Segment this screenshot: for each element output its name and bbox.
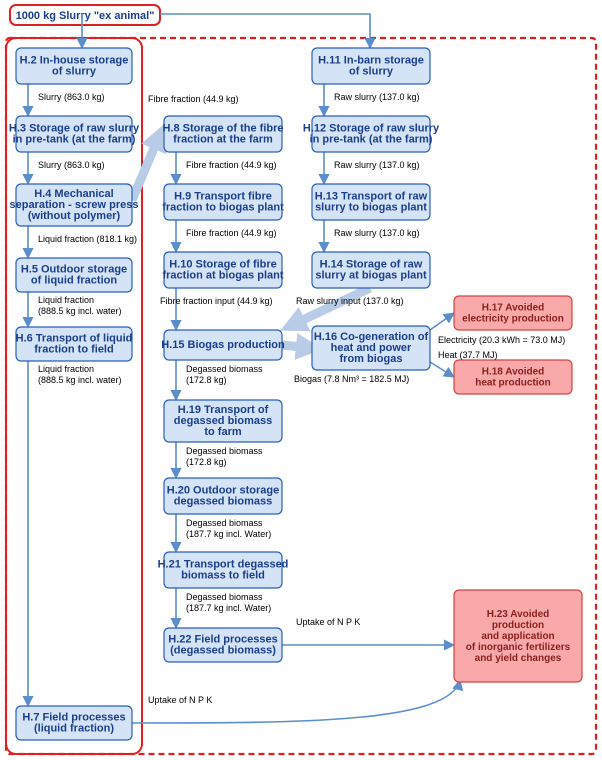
- edge-label-19: Raw slurry (137.0 kg): [334, 92, 420, 102]
- edge-label-14: (172.8 kg): [186, 457, 227, 467]
- node-h3-line1: in pre-tank (at the farm): [13, 134, 136, 146]
- node-h7-line1: (liquid fraction): [34, 723, 114, 735]
- edge-label-27: Uptake of N P K: [148, 695, 212, 705]
- edge-label-9: Fibre fraction (44.9 kg): [186, 228, 277, 238]
- node-h22-line1: (degassed biomass): [170, 645, 276, 657]
- edge-label-15: Degassed biomass: [186, 518, 263, 528]
- edge-label-25: Heat (37.7 MJ): [438, 350, 498, 360]
- node-h11-line1: of slurry: [349, 66, 394, 78]
- node-h8-line1: fraction at the farm: [173, 134, 273, 146]
- edge-label-8: Fibre fraction (44.9 kg): [186, 160, 277, 170]
- big-arrow-2: [282, 345, 312, 348]
- node-h10-line1: fraction at biogas plant: [162, 270, 283, 282]
- node-h21-line1: biomass to field: [181, 570, 265, 582]
- edge-label-7: Fibre fraction (44.9 kg): [148, 94, 239, 104]
- edge-label-12: (172.8 kg): [186, 375, 227, 385]
- edge-label-4: (888.5 kg incl. water): [38, 306, 122, 316]
- title-text: 1000 kg Slurry "ex animal": [16, 10, 155, 22]
- edge-label-11: Degassed biomass: [186, 364, 263, 374]
- node-h6-line1: fraction to field: [34, 344, 113, 356]
- node-h23-line3: of inorganic fertilizers: [466, 642, 571, 653]
- node-h18-line1: heat production: [475, 378, 551, 389]
- node-h14-line1: slurry at biogas plant: [315, 270, 427, 282]
- edge-label-17: Degassed biomass: [186, 592, 263, 602]
- node-h17-line1: electricity production: [462, 314, 564, 325]
- edge-label-26: Uptake of N P K: [296, 617, 360, 627]
- edge-label-10: Fibre fraction input (44.9 kg): [160, 296, 273, 306]
- node-h18-line0: H.18 Avoided: [482, 367, 545, 378]
- edge-label-6: (888.5 kg incl. water): [38, 375, 122, 385]
- node-h5-line1: of liquid fraction: [31, 275, 117, 287]
- edge-label-13: Degassed biomass: [186, 446, 263, 456]
- edge-label-1: Slurry (863.0 kg): [38, 160, 105, 170]
- node-h17-line0: H.17 Avoided: [482, 303, 545, 314]
- node-h9-line1: fraction to biogas plant: [162, 202, 284, 214]
- arrow-15: [430, 313, 454, 330]
- arrow-19: [160, 14, 370, 48]
- edge-label-20: Raw slurry (137.0 kg): [334, 160, 420, 170]
- big-arrow-1: [290, 288, 370, 326]
- node-h15-line0: H.15 Biogas production: [161, 339, 285, 351]
- node-h12-line1: in pre-tank (at the farm): [310, 134, 433, 146]
- arrow-16: [430, 362, 454, 377]
- edge-label-21: Raw slurry (137.0 kg): [334, 228, 420, 238]
- node-h16-line2: from biogas: [340, 353, 403, 365]
- edge-label-23: Biogas (7.8 Nm³ = 182.5 MJ): [294, 374, 409, 384]
- node-h23-line4: and yield changes: [475, 653, 562, 664]
- node-h23-line2: and application: [481, 631, 554, 642]
- edge-label-24: Electricity (20.3 kWh = 73.0 MJ): [438, 335, 565, 345]
- flowchart-canvas: 1000 kg Slurry "ex animal"H.2 In-house s…: [0, 0, 602, 760]
- edge-label-2: Liquid fraction (818.1 kg): [38, 234, 137, 244]
- edge-label-3: Liquid fraction: [38, 295, 94, 305]
- node-h4-line2: (without polymer): [28, 210, 121, 222]
- big-arrow-0: [132, 134, 160, 200]
- node-h23-line0: H.23 Avoided: [487, 609, 550, 620]
- node-h13-line1: slurry to biogas plant: [315, 202, 427, 214]
- node-h20-line1: degassed biomass: [174, 496, 272, 508]
- node-h19-line2: to farm: [204, 426, 242, 438]
- edge-label-18: (187.7 kg incl. Water): [186, 603, 271, 613]
- edge-label-22: Raw slurry input (137.0 kg): [296, 296, 404, 306]
- edge-label-16: (187.7 kg incl. Water): [186, 529, 271, 539]
- node-h23-line1: production: [492, 620, 544, 631]
- node-h2-line1: of slurry: [52, 66, 97, 78]
- edge-label-0: Slurry (863.0 kg): [38, 92, 105, 102]
- edge-label-5: Liquid fraction: [38, 364, 94, 374]
